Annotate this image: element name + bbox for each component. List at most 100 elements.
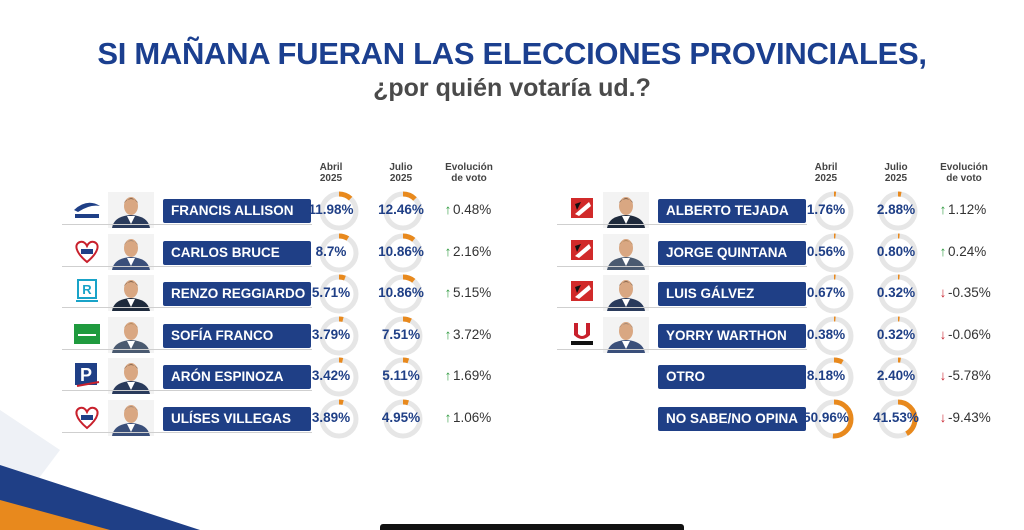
july-donut-chart	[383, 191, 423, 231]
april-donut-chart	[814, 233, 854, 272]
july-value: 12.46%	[378, 202, 424, 217]
scrollbar[interactable]	[380, 524, 684, 530]
april-donut	[813, 190, 855, 232]
july-donut-chart	[878, 274, 918, 314]
right-candidate-row: OTRO 8.18% 2.40% ↓ -5.78%	[557, 356, 1024, 398]
candidate-name: ARÓN ESPINOZA	[163, 365, 311, 389]
evolution-value: ↓ -5.78%	[938, 368, 991, 383]
april-donut-chart	[319, 399, 359, 438]
row-divider	[62, 348, 312, 350]
row-divider	[557, 224, 807, 225]
april-donut-chart	[814, 399, 854, 438]
evolution-text: -0.35%	[948, 285, 991, 300]
july-donut-chart	[383, 233, 423, 272]
evolution-text: 1.06%	[453, 409, 492, 425]
svg-text:R: R	[82, 282, 92, 297]
april-donut-chart-arc	[814, 274, 854, 314]
july-donut-chart	[878, 233, 918, 272]
april-donut-chart	[319, 357, 359, 397]
july-value: 2.88%	[876, 202, 916, 217]
arrow-up-icon: ↑	[444, 368, 452, 383]
evolution-value: ↑ 1.12%	[938, 202, 987, 217]
july-value: 10.86%	[378, 243, 424, 259]
july-donut-chart	[878, 316, 918, 355]
row-divider	[62, 265, 312, 267]
july-donut-chart	[383, 357, 423, 397]
april-value: 11.98%	[308, 202, 354, 217]
candidate-name: ALBERTO TEJADA	[658, 199, 806, 223]
evolution-value: ↓ -0.35%	[938, 285, 991, 300]
april-donut-chart-arc	[319, 233, 359, 272]
header-july: Julio 2025	[884, 162, 908, 184]
green-party-logo	[72, 321, 102, 347]
candidate-photo	[603, 192, 649, 228]
arrow-up-icon: ↑	[444, 326, 452, 342]
candidate-name: SOFÍA FRANCO	[163, 323, 311, 348]
right-candidate-row: YORRY WARTHON 0.38% 0.32% ↓ -0.06%	[557, 315, 1024, 357]
july-value: 10.86%	[378, 285, 424, 300]
april-donut-chart	[319, 316, 359, 355]
candidate-photo	[603, 233, 649, 270]
july-donut-chart-arc	[878, 233, 918, 272]
candidate-photo	[108, 358, 154, 394]
april-donut-chart-arc	[319, 191, 359, 231]
left-candidate-row: FRANCIS ALLISON 11.98% 12.46% ↑ 0.48%	[62, 190, 532, 232]
candidate-name: JORGE QUINTANA	[658, 240, 806, 265]
april-donut-chart	[814, 191, 854, 231]
april-donut-chart	[319, 274, 359, 314]
july-donut-chart-arc	[878, 399, 918, 438]
candidate-name: YORRY WARTHON	[658, 323, 806, 348]
april-donut	[813, 356, 855, 398]
right-candidate-row: NO SABE/NO OPINA 50.96% 41.53% ↓ -9.43%	[557, 398, 1024, 440]
july-value: 0.32%	[876, 285, 916, 300]
arrow-down-icon: ↓	[939, 285, 947, 300]
july-value: 2.40%	[876, 368, 916, 383]
april-donut-chart	[319, 191, 359, 231]
left-candidate-row: SOFÍA FRANCO 3.79% 7.51% ↑ 3.72%	[62, 315, 532, 357]
april-value: 3.79%	[311, 326, 351, 342]
july-donut-chart-arc	[878, 316, 918, 355]
candidate-name: OTRO	[658, 365, 806, 389]
app-logo	[567, 238, 597, 264]
candidate-name: NO SABE/NO OPINA	[658, 406, 806, 431]
july-donut	[382, 315, 424, 357]
july-donut-chart	[383, 399, 423, 438]
evolution-text: -0.06%	[948, 326, 991, 342]
app-logo	[567, 279, 597, 305]
podemos-logo: P	[72, 362, 102, 388]
april-donut-chart-arc	[319, 316, 359, 355]
arrow-up-icon: ↑	[444, 243, 452, 259]
july-donut-chart-arc	[383, 357, 423, 397]
row-divider	[557, 348, 807, 350]
candidate-photo	[108, 192, 154, 228]
april-value: 0.67%	[806, 285, 846, 300]
evolution-text: 5.15%	[453, 285, 492, 300]
april-donut	[318, 232, 360, 274]
july-donut-chart	[383, 274, 423, 314]
april-donut-chart-arc	[814, 191, 854, 231]
july-donut	[877, 315, 919, 357]
april-donut-chart-arc	[814, 316, 854, 355]
july-donut-chart-arc	[383, 274, 423, 314]
july-donut	[877, 273, 919, 315]
april-donut-chart	[814, 316, 854, 355]
april-value: 0.56%	[806, 243, 846, 259]
july-value: 0.32%	[876, 326, 916, 342]
april-value: 5.71%	[311, 285, 351, 300]
left-candidate-row: P ARÓN ESPINOZA 3.42% 5.11% ↑ 1.69%	[62, 356, 532, 398]
evolution-text: 0.48%	[453, 202, 492, 217]
arrow-down-icon: ↓	[939, 368, 947, 383]
left-results-table: Abril 2025 Julio 2025 Evolución de voto FRANCI…	[62, 162, 532, 442]
renovacion-popular-logo: R	[72, 279, 102, 305]
july-donut-chart	[878, 191, 918, 231]
april-donut-chart-arc	[319, 274, 359, 314]
left-candidate-row: ULÍSES VILLEGAS 3.89% 4.95% ↑ 1.06%	[62, 398, 532, 440]
evolution-text: 1.12%	[948, 202, 987, 217]
corner-decoration	[0, 410, 200, 530]
arrow-up-icon: ↑	[939, 243, 947, 259]
header-evolution: Evolución de voto	[940, 162, 988, 184]
evolution-value: ↑ 1.69%	[443, 368, 492, 383]
april-value: 1.76%	[806, 202, 846, 217]
row-divider	[62, 224, 312, 225]
candidate-photo	[108, 275, 154, 311]
